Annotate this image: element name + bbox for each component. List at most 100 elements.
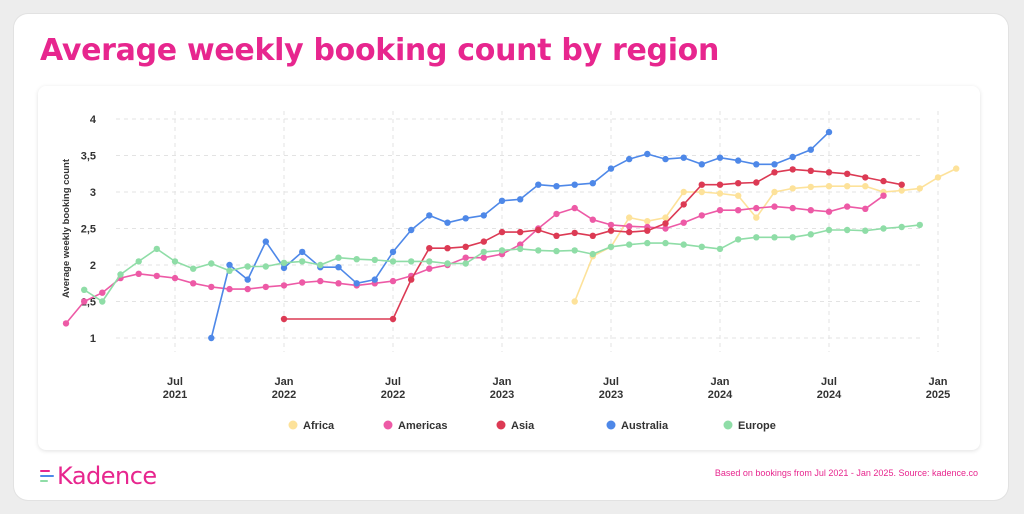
data-point-australia [771, 161, 778, 168]
data-point-asia [553, 232, 560, 239]
data-point-australia [553, 183, 560, 190]
x-tick-label: 2022 [272, 389, 296, 401]
data-point-asia [444, 245, 451, 252]
data-point-australia [589, 180, 596, 187]
x-tick-label: 2024 [708, 389, 733, 401]
data-point-europe [262, 263, 269, 270]
data-point-australia [299, 248, 306, 256]
data-point-americas [171, 274, 179, 282]
logo-mark-icon [40, 469, 55, 483]
data-point-australia [807, 146, 814, 153]
data-point-africa [626, 214, 633, 221]
x-tick-label: Jan [929, 376, 948, 388]
kadence-logo: Kadence [40, 462, 157, 490]
y-tick-label: 3 [90, 187, 96, 199]
x-tick-label: Jul [167, 376, 183, 388]
data-point-americas [426, 265, 433, 272]
data-point-americas [807, 207, 814, 214]
data-point-europe [789, 234, 796, 241]
data-point-africa [898, 187, 905, 194]
data-point-africa [916, 185, 923, 192]
data-point-asia [626, 228, 633, 236]
data-point-europe [208, 260, 215, 267]
data-point-africa [807, 183, 814, 191]
data-point-europe [135, 258, 142, 265]
data-point-australia [280, 264, 288, 272]
y-tick-label: 4 [90, 114, 97, 126]
data-point-europe [426, 258, 433, 265]
data-point-americas [226, 285, 233, 293]
data-point-australia [698, 161, 705, 168]
data-point-africa [771, 188, 778, 196]
logo-text: Kadence [57, 462, 157, 490]
data-point-australia [607, 165, 615, 172]
data-point-europe [153, 245, 160, 253]
data-point-europe [607, 243, 615, 250]
legend-label-africa: Africa [303, 420, 335, 432]
data-point-europe [716, 245, 724, 253]
data-point-europe [299, 258, 306, 265]
data-point-australia [208, 334, 215, 342]
y-tick-label: 2 [90, 260, 96, 272]
data-point-australia [753, 161, 760, 168]
data-point-australia [571, 181, 578, 188]
data-point-europe [735, 236, 742, 243]
data-point-europe [99, 298, 106, 305]
data-point-australia [517, 196, 524, 203]
data-point-australia [444, 219, 451, 226]
data-point-australia [789, 153, 796, 161]
data-point-europe [662, 239, 669, 247]
x-tick-label: 2024 [817, 389, 842, 401]
data-point-americas [716, 207, 724, 214]
plot-panel: 1 1,5 2 2,5 3 3,5 4 Jul 2021 Jan 2022 Jul 2022 Jan 202… [38, 86, 980, 450]
data-point-europe [880, 225, 887, 232]
data-point-americas [99, 289, 106, 296]
data-point-asia [644, 227, 651, 234]
y-tick-label: 2,5 [81, 224, 96, 236]
data-point-africa [735, 192, 742, 199]
legend-label-europe: Europe [738, 420, 776, 432]
data-point-europe [807, 231, 814, 238]
data-point-asia [498, 228, 506, 236]
x-tick-label: 2023 [490, 389, 514, 401]
data-point-australia [226, 261, 233, 269]
data-point-australia [426, 212, 433, 219]
data-point-europe [389, 258, 397, 265]
data-point-africa [753, 214, 760, 221]
data-point-americas [81, 298, 88, 305]
y-tick-label: 3,5 [81, 151, 96, 163]
data-point-americas [880, 192, 887, 199]
data-point-africa [698, 188, 705, 196]
data-point-australia [825, 128, 833, 136]
data-point-africa [844, 183, 851, 190]
legend-marker-asia [496, 420, 506, 430]
x-tick-label: Jan [275, 376, 294, 388]
data-point-americas [299, 279, 306, 286]
series-line-africa [573, 167, 957, 302]
x-tick-label: 2025 [926, 389, 950, 401]
data-point-americas [589, 216, 596, 223]
data-point-asia [862, 174, 869, 181]
data-point-asia [735, 180, 742, 187]
data-point-asia [589, 232, 596, 239]
data-point-asia [662, 220, 669, 227]
data-point-australia [462, 215, 469, 222]
data-point-asia [789, 166, 796, 173]
data-point-americas [680, 219, 687, 226]
legend-label-asia: Asia [511, 420, 535, 432]
data-point-asia [389, 315, 397, 323]
data-point-europe [81, 286, 88, 293]
data-point-australia [371, 276, 378, 283]
data-point-europe [844, 226, 851, 234]
data-point-europe [571, 247, 578, 254]
data-point-europe [553, 247, 560, 255]
data-point-australia [262, 238, 269, 245]
data-point-europe [589, 250, 596, 258]
data-point-europe [280, 259, 288, 266]
data-point-africa [716, 190, 724, 197]
data-point-americas [135, 270, 142, 277]
data-point-americas [753, 204, 760, 212]
data-point-americas [62, 320, 70, 327]
data-point-americas [571, 204, 578, 212]
data-point-europe [171, 258, 179, 265]
